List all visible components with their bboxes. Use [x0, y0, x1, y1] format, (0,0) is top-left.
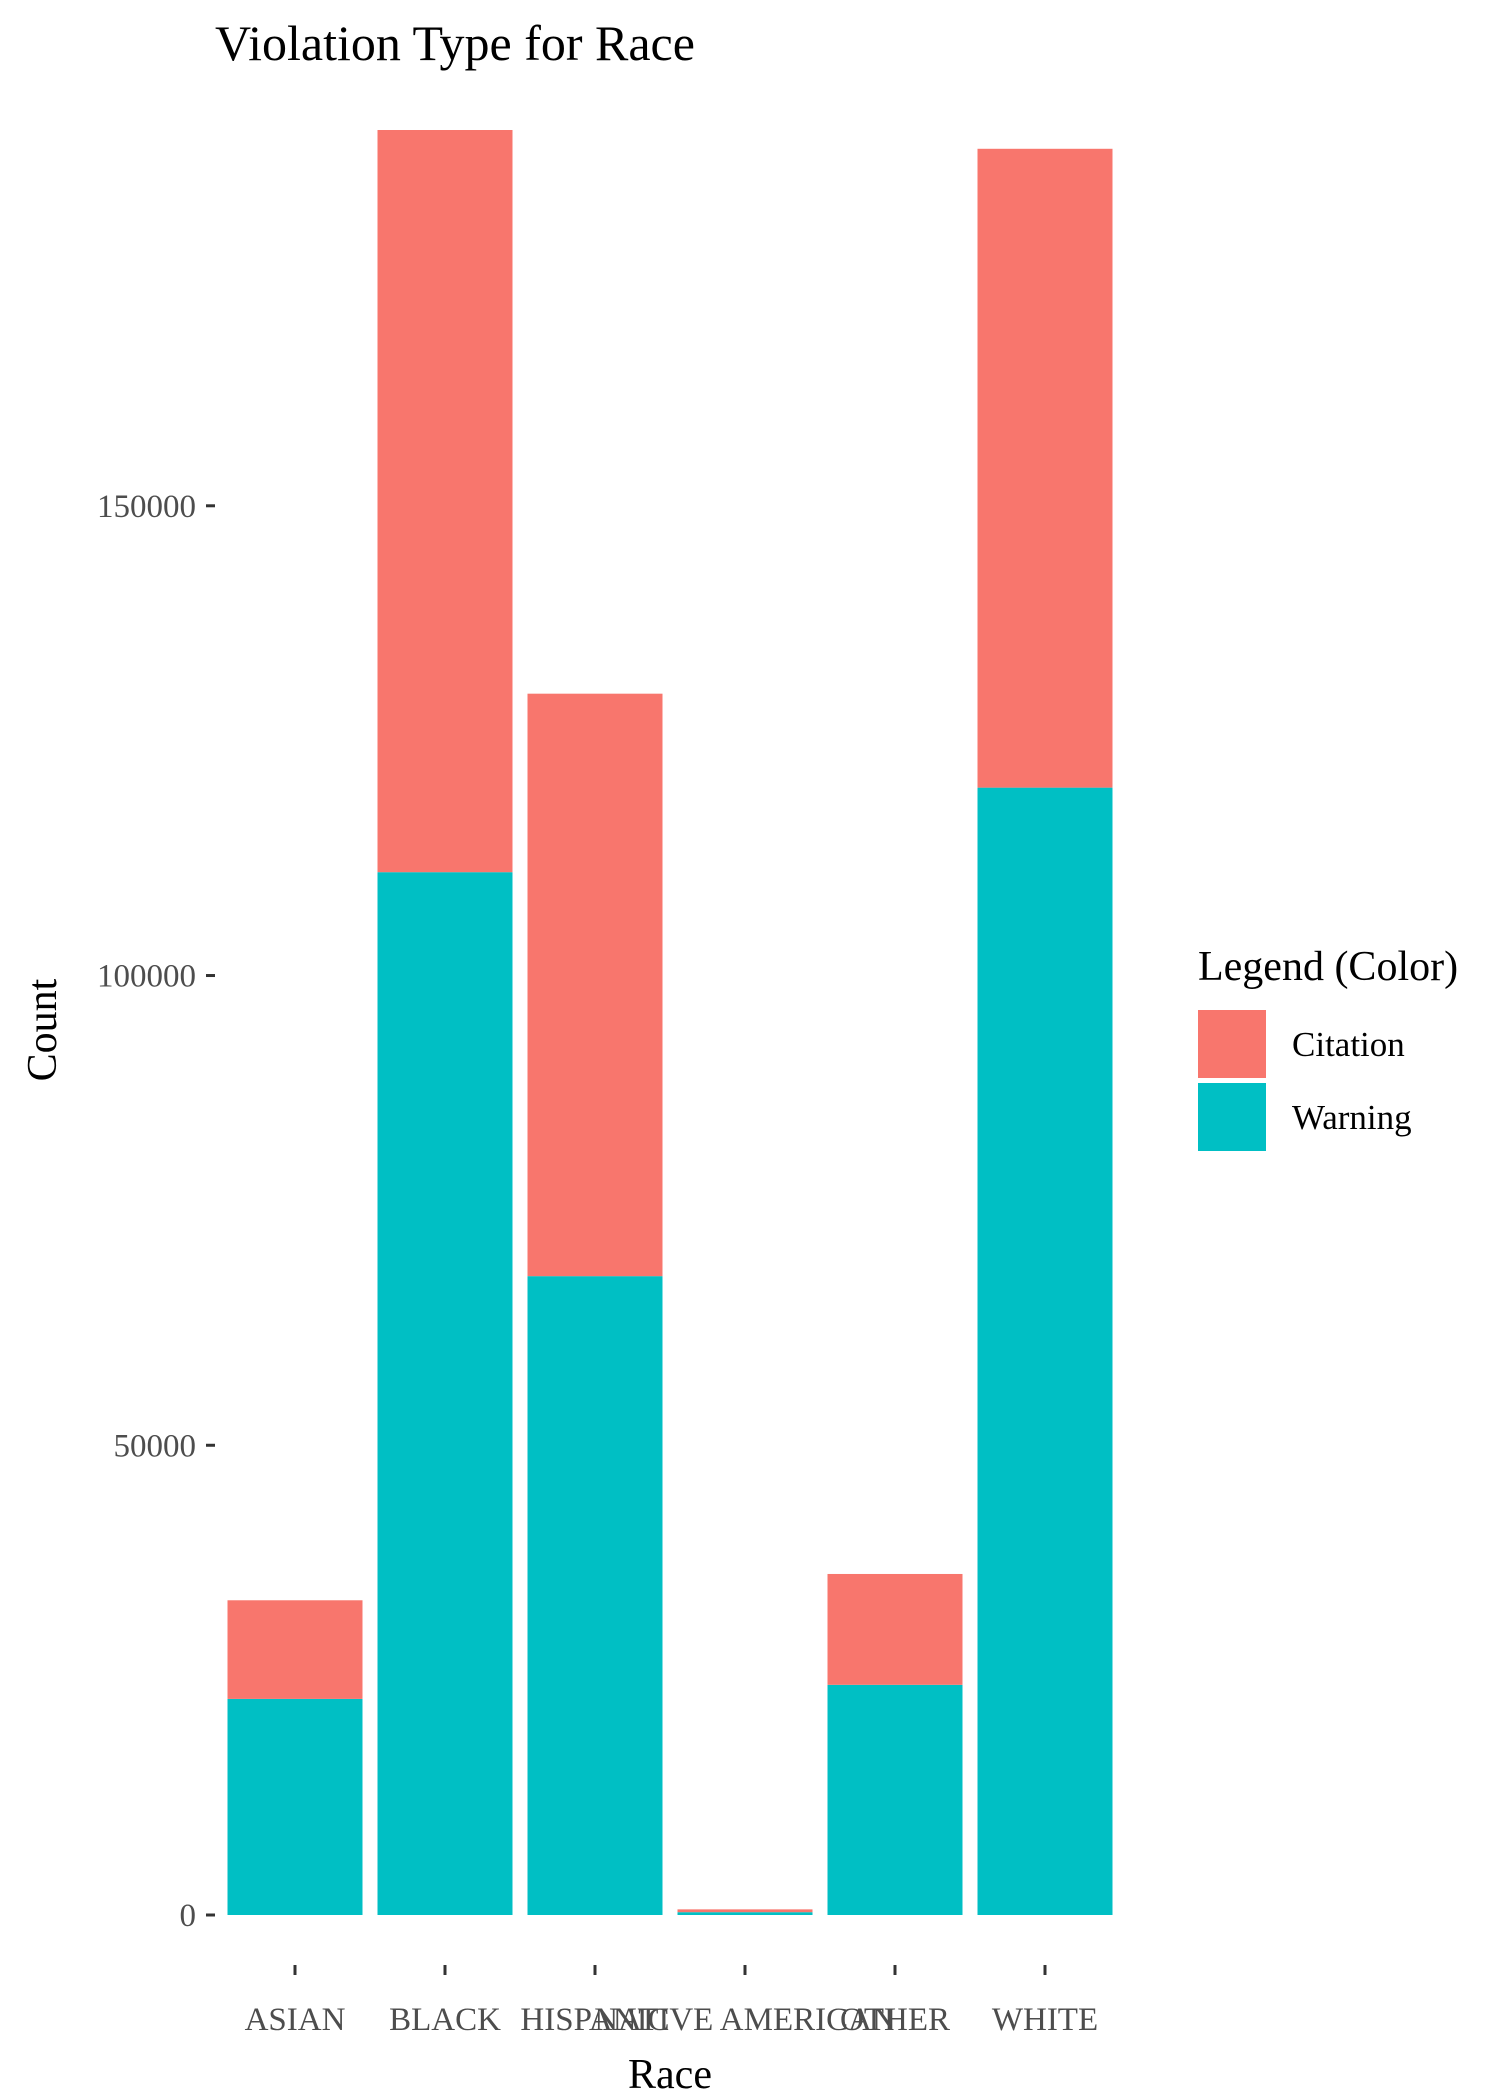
bar-warning-asian: [227, 1698, 363, 1915]
bar-warning-other: [827, 1684, 963, 1915]
bar-warning-black: [377, 872, 513, 1915]
chart-title: Violation Type for Race: [215, 15, 695, 71]
bar-citation-black: [377, 130, 513, 873]
bar-citation-other: [827, 1573, 963, 1685]
y-tick-label: 0: [180, 1898, 197, 1934]
bar-warning-native-american: [677, 1912, 813, 1915]
y-tick-label: 150000: [97, 489, 196, 525]
y-tick-label: 100000: [97, 959, 196, 995]
x-tick-label: NATIVE AMERICAN: [594, 2002, 896, 2038]
x-tick-label: HISPANIC: [520, 2002, 669, 2038]
x-tick-label: WHITE: [992, 2002, 1098, 2038]
x-tick-label: ASIAN: [245, 2002, 346, 2038]
legend-title: Legend (Color): [1198, 944, 1458, 990]
legend-swatch-citation: [1198, 1010, 1266, 1078]
x-axis-title: Race: [628, 2052, 712, 2098]
x-tick-label: BLACK: [389, 2002, 501, 2038]
bar-warning-hispanic: [527, 1276, 663, 1915]
legend-label-warning: Warning: [1292, 1098, 1412, 1137]
bar-warning-white: [977, 787, 1113, 1915]
bar-citation-asian: [227, 1600, 363, 1699]
bar-citation-hispanic: [527, 693, 663, 1277]
y-tick-label: 50000: [114, 1428, 197, 1464]
y-axis-title: Count: [20, 978, 66, 1081]
bars: [227, 130, 1113, 1915]
y-axis: 0 50000 100000 150000: [97, 489, 215, 1934]
bar-citation-white: [977, 148, 1113, 788]
bar-citation-native-american: [677, 1909, 813, 1913]
legend-entries: Citation Warning: [1198, 1010, 1412, 1151]
legend-swatch-warning: [1198, 1083, 1266, 1151]
legend-label-citation: Citation: [1292, 1025, 1405, 1064]
legend: Legend (Color) Citation Warning: [1198, 944, 1458, 1151]
x-tick-label: OTHER: [840, 2002, 950, 2038]
